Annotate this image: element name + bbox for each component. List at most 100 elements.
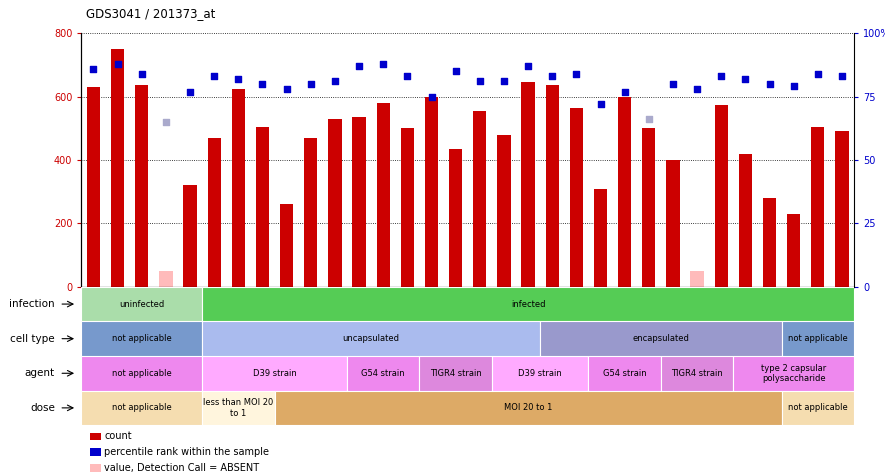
Bar (81, 321, 202, 356)
Bar (280, 204, 293, 287)
Bar (347, 356, 419, 391)
Point (183, 88, 197, 95)
Bar (787, 214, 800, 287)
Text: G54 strain: G54 strain (603, 369, 646, 378)
Bar (763, 198, 776, 287)
Bar (497, 135, 511, 287)
Bar (274, 391, 781, 425)
Point (135, 70, 149, 78)
Point (569, 70, 583, 78)
Bar (425, 97, 438, 287)
Bar (256, 127, 269, 287)
Text: G54 strain: G54 strain (361, 369, 405, 378)
Text: TIGR4 strain: TIGR4 strain (671, 369, 723, 378)
Bar (208, 138, 221, 287)
Bar (183, 185, 196, 287)
Text: not applicable: not applicable (788, 334, 848, 343)
Text: dose: dose (30, 403, 55, 413)
Bar (570, 108, 583, 287)
Bar (232, 89, 245, 287)
Point (835, 73, 849, 80)
Point (642, 116, 656, 123)
Bar (449, 149, 462, 287)
Bar (835, 131, 849, 287)
Bar (352, 117, 366, 287)
Text: cell type: cell type (11, 334, 55, 344)
Point (763, 80, 777, 88)
Bar (812, 127, 825, 287)
Bar (661, 356, 734, 391)
Point (87, 65, 101, 73)
Text: GDS3041 / 201373_at: GDS3041 / 201373_at (86, 7, 215, 20)
Point (811, 70, 825, 78)
Text: less than MOI 20
to 1: less than MOI 20 to 1 (204, 398, 273, 418)
Bar (202, 391, 274, 425)
Bar (328, 119, 342, 287)
Text: TIGR4 strain: TIGR4 strain (430, 369, 481, 378)
Point (738, 75, 752, 82)
Bar (135, 85, 149, 287)
Point (158, 118, 173, 126)
Text: not applicable: not applicable (788, 403, 848, 412)
Bar (666, 160, 680, 287)
Point (425, 93, 439, 100)
Bar (419, 356, 492, 391)
Bar (111, 49, 124, 287)
Bar (81, 391, 202, 425)
Point (545, 73, 559, 80)
Point (280, 85, 294, 93)
Point (111, 60, 125, 67)
Bar (304, 138, 318, 287)
Point (473, 78, 487, 85)
Text: not applicable: not applicable (112, 369, 172, 378)
Point (690, 85, 704, 93)
Bar (589, 356, 661, 391)
Text: not applicable: not applicable (112, 403, 172, 412)
Bar (643, 128, 656, 287)
Text: uninfected: uninfected (119, 300, 165, 309)
Bar (159, 271, 173, 287)
Text: infection: infection (9, 299, 55, 309)
Point (449, 67, 463, 75)
Text: agent: agent (25, 368, 55, 378)
Point (231, 75, 245, 82)
Point (618, 88, 632, 95)
Bar (781, 391, 854, 425)
Point (327, 78, 342, 85)
Point (376, 60, 390, 67)
Bar (618, 97, 631, 287)
Bar (781, 321, 854, 356)
Point (496, 78, 511, 85)
Text: value, Detection Call = ABSENT: value, Detection Call = ABSENT (104, 463, 259, 473)
Text: count: count (104, 431, 132, 441)
Point (594, 100, 608, 108)
Text: not applicable: not applicable (112, 334, 172, 343)
Bar (81, 356, 202, 391)
Bar (87, 87, 100, 287)
Bar (739, 154, 752, 287)
Bar (545, 85, 558, 287)
Point (256, 80, 270, 88)
Bar (202, 321, 540, 356)
Point (714, 73, 728, 80)
Point (352, 63, 366, 70)
Bar (540, 321, 781, 356)
Point (521, 63, 535, 70)
Text: D39 strain: D39 strain (253, 369, 296, 378)
Text: D39 strain: D39 strain (519, 369, 562, 378)
Bar (202, 356, 347, 391)
Text: type 2 capsular
polysaccharide: type 2 capsular polysaccharide (761, 364, 827, 383)
Bar (734, 356, 854, 391)
Bar (714, 104, 727, 287)
Point (207, 73, 221, 80)
Bar (492, 356, 589, 391)
Bar (81, 287, 202, 321)
Point (304, 80, 318, 88)
Point (787, 82, 801, 90)
Text: infected: infected (511, 300, 545, 309)
Bar (377, 103, 390, 287)
Bar (202, 287, 854, 321)
Bar (521, 82, 535, 287)
Text: percentile rank within the sample: percentile rank within the sample (104, 447, 269, 457)
Point (400, 73, 414, 80)
